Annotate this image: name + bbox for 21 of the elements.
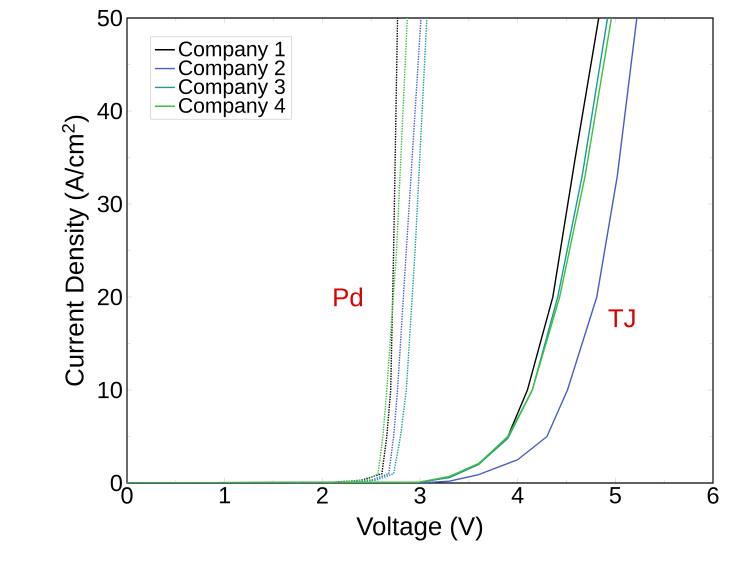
x-tick-label: 0 [121, 487, 133, 504]
legend-label: Company 2 [179, 60, 285, 80]
legend-label: Company 4 [179, 98, 286, 118]
y-tick-label: 30 [98, 196, 122, 212]
legend-label: Company 1 [179, 42, 285, 61]
x-tick-label: 2 [316, 487, 328, 504]
y-tick-label: 50 [98, 10, 122, 26]
x-tick-label: 4 [512, 487, 524, 504]
x-axis-title: Voltage (V) [356, 516, 482, 540]
x-tick-label: 1 [220, 487, 230, 504]
y-tick-label: 20 [98, 288, 122, 306]
y-tick-label: 40 [97, 102, 122, 120]
x-tick-label: 6 [708, 487, 718, 504]
annotation: Pd [334, 288, 362, 306]
legend-label: Company 3 [179, 79, 285, 98]
y-axis-title: Current Density (A/cm$^{2}$) [62, 116, 89, 386]
annotation: TJ [608, 309, 635, 328]
x-tick-label: 5 [610, 487, 621, 504]
x-tick-label: 3 [414, 487, 426, 504]
y-tick-label: 0 [110, 474, 122, 492]
y-tick-label: 10 [98, 382, 122, 398]
